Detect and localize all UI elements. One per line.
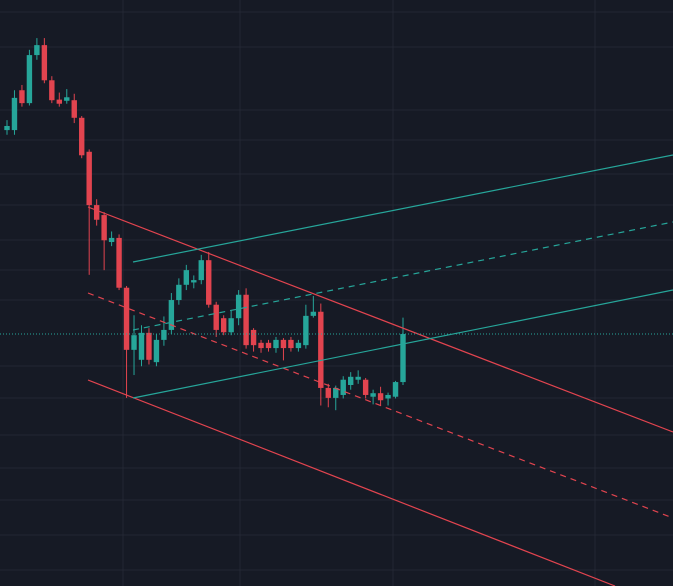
candle-body xyxy=(191,280,197,283)
candle-body xyxy=(303,315,309,346)
candle-body xyxy=(116,237,122,288)
candle-body xyxy=(400,334,406,383)
candle-body xyxy=(333,387,339,398)
candles xyxy=(4,38,406,411)
candle-body xyxy=(258,342,264,349)
candle-body xyxy=(295,342,302,349)
trend-line xyxy=(87,206,673,433)
candle-body xyxy=(123,287,130,350)
candle-body xyxy=(161,329,167,340)
candle-body xyxy=(153,339,160,363)
candle-body xyxy=(213,304,219,330)
candle-body xyxy=(108,237,115,243)
candle-body xyxy=(41,45,48,81)
candle-body xyxy=(34,45,40,56)
candle-body xyxy=(355,376,361,380)
candle-body xyxy=(235,294,242,319)
candle-body xyxy=(325,387,331,398)
candle-body xyxy=(250,329,257,346)
candle-body xyxy=(265,342,272,349)
candle-body xyxy=(370,393,376,397)
candle-body xyxy=(86,151,92,206)
candle-body xyxy=(340,379,346,395)
trend-line xyxy=(87,292,673,519)
candle-body xyxy=(273,339,279,349)
candle-body xyxy=(385,394,391,399)
candle-body xyxy=(318,311,324,388)
candle-body xyxy=(206,260,212,305)
candle-body xyxy=(49,80,55,101)
trend-line xyxy=(87,379,616,586)
candle-body xyxy=(280,339,287,349)
candle-body xyxy=(377,393,384,401)
candle-body xyxy=(183,270,190,285)
candle-body xyxy=(11,97,18,131)
candle-body xyxy=(243,294,249,346)
candle-body xyxy=(228,318,234,333)
candle-body xyxy=(168,300,175,330)
candle-body xyxy=(310,311,317,316)
candle-body xyxy=(26,55,33,104)
candle-body xyxy=(176,284,182,301)
candle-body xyxy=(198,260,204,281)
candle-body xyxy=(19,90,25,104)
candle-body xyxy=(146,332,152,360)
drawings xyxy=(87,154,673,586)
trend-line xyxy=(132,154,673,263)
candle-body xyxy=(4,125,10,131)
candle-body xyxy=(101,215,107,241)
candle-body xyxy=(64,97,70,101)
candle-body xyxy=(56,99,63,104)
candle-body xyxy=(392,382,399,397)
candle-body xyxy=(71,100,77,118)
candle-body xyxy=(220,318,227,333)
candle-body xyxy=(362,379,369,395)
candle-body xyxy=(131,335,137,350)
candle-body xyxy=(93,205,100,220)
trend-line xyxy=(132,289,673,399)
candle-body xyxy=(79,117,85,156)
candle-body xyxy=(138,332,145,360)
candle-body xyxy=(347,376,354,386)
candle-body xyxy=(288,339,294,349)
trend-line xyxy=(132,221,673,331)
